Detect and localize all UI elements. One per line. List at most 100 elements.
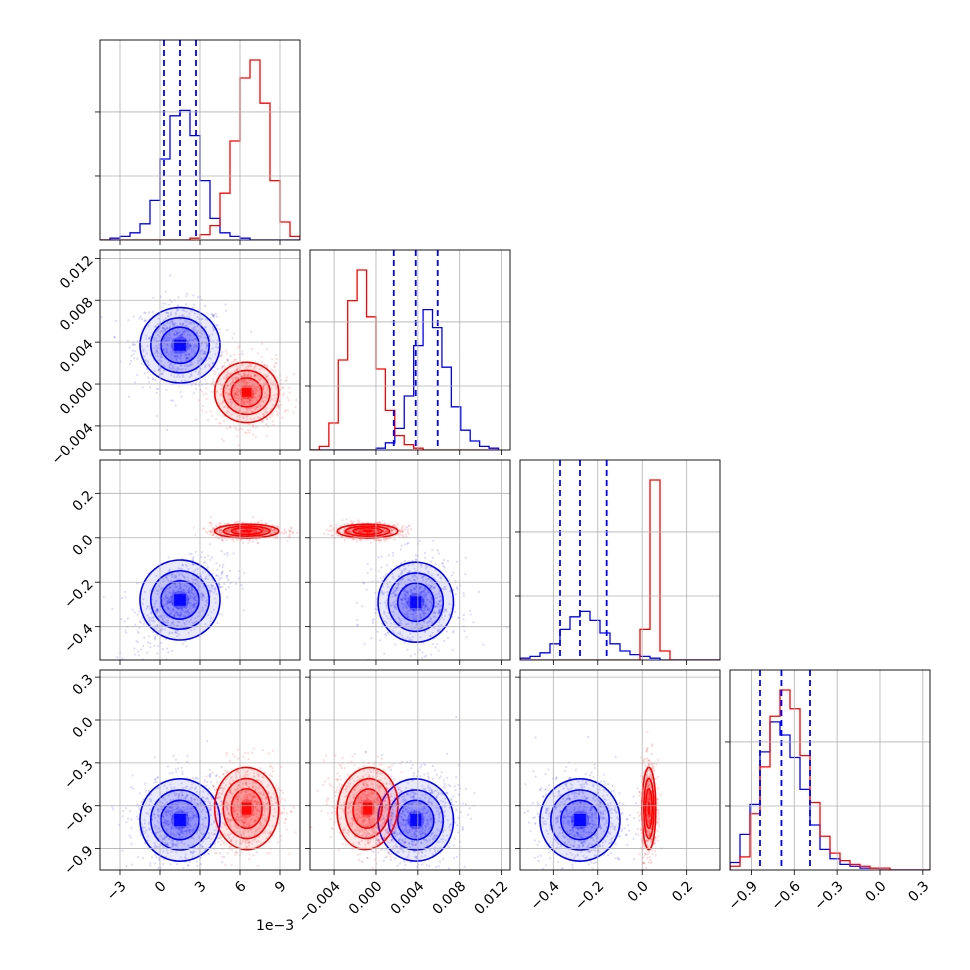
scatter-point-blue [418,586,421,589]
scatter-point-blue [441,562,444,565]
scatter-point-blue [194,338,198,341]
scatter-point-red [269,527,273,530]
scatter-point-red [241,364,244,368]
scatter-point-blue [182,331,185,334]
scatter-point-blue [441,561,444,565]
scatter-point-red [392,524,396,527]
scatter-point-blue [225,329,229,332]
scatter-point-red [246,397,249,400]
scatter-point-blue [213,829,216,832]
scatter-point-blue [194,578,198,581]
scatter-point-blue [140,345,143,348]
scatter-point-blue [392,590,395,594]
scatter-point-red [215,529,218,532]
scatter-point-blue [216,621,219,625]
scatter-point-red [288,391,291,394]
scatter-point-blue [120,618,123,621]
scatter-point-blue [181,609,185,612]
scatter-point-blue [213,589,217,592]
scatter-point-blue [190,829,193,832]
scatter-point-blue [156,608,159,611]
scatter-point-blue [147,381,151,384]
scatter-point-red [255,530,258,533]
scatter-point-blue [205,336,208,340]
scatter-point-red [244,380,247,383]
scatter-point-red [242,528,246,531]
scatter-point-red [362,528,366,531]
scatter-point-blue [150,611,153,614]
scatter-point-blue [427,570,430,573]
scatter-point-red [373,531,376,534]
contour-red [213,361,280,424]
scatter-point-blue [361,605,364,608]
scatter-point-blue [193,798,197,801]
scatter-point-blue [463,629,466,632]
scatter-point-blue [141,386,144,389]
scatter-point-blue [175,851,178,854]
scatter-point-red [257,395,260,398]
scatter-point-blue [163,327,166,330]
scatter-point-red [295,398,298,402]
scatter-point-blue [178,792,181,796]
scatter-point-red [249,417,252,420]
scatter-point-blue [404,597,407,601]
scatter-point-blue [412,626,416,629]
scatter-point-red [254,529,257,532]
scatter-point-blue [436,573,440,576]
scatter-point-blue [192,328,195,331]
scatter-point-blue [155,330,158,333]
scatter-point-red [270,528,274,532]
scatter-point-blue [149,864,152,867]
scatter-point-blue [188,823,191,826]
scatter-point-blue [165,334,168,338]
scatter-point-blue [407,541,410,544]
scatter-point-blue [208,801,212,804]
scatter-point-red [272,529,275,532]
scatter-point-red [403,525,406,528]
scatter-point-blue [188,352,191,356]
scatter-point-blue [138,792,142,795]
scatter-point-blue [223,582,226,586]
scatter-point-red [373,530,376,533]
scatter-point-blue [165,388,168,391]
scatter-point-blue [227,836,231,840]
scatter-point-red [272,381,275,384]
scatter-point-blue [206,343,209,346]
scatter-point-blue [425,578,428,581]
scatter-point-blue [162,620,165,623]
scatter-point-blue [188,830,191,834]
scatter-point-blue [399,572,402,575]
scatter-point-red [228,392,231,396]
scatter-point-red [223,523,227,526]
scatter-point-red [248,398,251,402]
scatter-point-blue [174,355,177,358]
scatter-point-red [284,409,287,412]
scatter-point-blue [185,357,188,360]
scatter-point-blue [465,636,468,639]
scatter-point-blue [438,595,441,598]
scatter-point-blue [130,843,133,846]
scatter-point-blue [116,656,119,659]
scatter-point-blue [175,840,178,843]
scatter-point-blue [165,351,168,354]
scatter-point-red [358,520,361,523]
scatter-point-red [358,528,361,532]
scatter-point-red [232,386,236,389]
scatter-point-red [209,530,212,533]
scatter-point-red [269,416,272,419]
scatter-point-blue [173,354,176,357]
scatter-point-red [242,397,245,400]
scatter-point-red [250,396,253,399]
scatter-point-blue [143,319,146,322]
scatter-point-blue [167,311,170,315]
scatter-point-red [248,398,251,402]
scatter-point-blue [132,353,135,356]
scatter-point-blue [386,631,389,635]
scatter-point-red [250,410,253,413]
scatter-point-blue [183,329,187,333]
scatter-point-red [271,530,275,533]
scatter-point-blue [188,787,191,791]
scatter-point-red [286,539,289,543]
scatter-point-red [250,347,254,351]
scatter-point-blue [385,614,388,618]
